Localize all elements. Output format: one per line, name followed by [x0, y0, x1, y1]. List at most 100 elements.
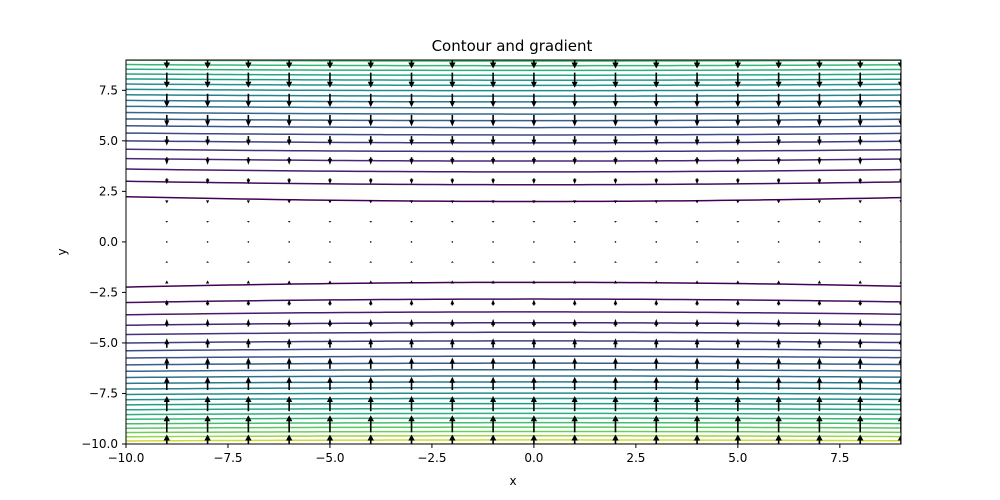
contour-line-upper — [126, 73, 901, 76]
gradient-arrow — [165, 261, 169, 263]
gradient-arrow-head — [613, 318, 618, 325]
gradient-arrow — [408, 376, 415, 391]
gradient-arrow — [490, 338, 496, 348]
x-tick-label: −5.0 — [315, 451, 344, 465]
gradient-arrow-head — [531, 158, 537, 165]
gradient-arrow-head — [490, 357, 496, 364]
x-tick-label: −2.5 — [417, 451, 446, 465]
gradient-arrow — [489, 415, 497, 433]
gradient-arrow — [776, 157, 781, 165]
gradient-arrow-head — [694, 395, 701, 402]
gradient-arrow — [775, 395, 782, 412]
gradient-arrow — [776, 114, 782, 127]
gradient-arrow-head — [165, 200, 169, 204]
gradient-arrow — [367, 434, 374, 444]
gradient-arrow-head — [653, 338, 659, 345]
gradient-arrow — [817, 318, 822, 327]
gradient-arrow-head — [613, 200, 618, 204]
gradient-arrow-head — [532, 179, 536, 185]
gradient-arrow — [857, 93, 864, 108]
gradient-arrow-head — [450, 158, 455, 165]
gradient-arrow-head — [816, 62, 823, 69]
gradient-arrow — [857, 72, 864, 88]
gradient-arrow — [368, 357, 374, 369]
gradient-arrow-head — [205, 158, 210, 165]
gradient-arrow-head — [654, 299, 659, 305]
gradient-arrow-head — [408, 101, 415, 108]
gradient-arrow — [368, 299, 373, 306]
contour-line-lower — [126, 375, 901, 379]
gradient-arrow-head — [450, 221, 454, 223]
gradient-arrow — [205, 200, 210, 204]
gradient-arrow — [531, 338, 537, 348]
gradient-arrow-head — [163, 62, 170, 69]
gradient-arrow — [857, 395, 864, 412]
gradient-arrow-head — [898, 376, 901, 383]
gradient-arrow — [163, 395, 170, 412]
gradient-arrow-head — [898, 318, 901, 325]
gradient-arrow — [490, 157, 496, 165]
gradient-arrow — [571, 434, 578, 444]
gradient-arrow-head — [408, 395, 415, 402]
gradient-arrow — [737, 241, 739, 243]
gradient-arrow — [327, 157, 333, 165]
gradient-arrow — [858, 299, 863, 306]
gradient-arrow — [695, 200, 699, 204]
gradient-arrow — [817, 280, 822, 284]
gradient-arrow-head — [695, 299, 699, 305]
gradient-arrow-head — [532, 299, 536, 305]
gradient-arrow-head — [368, 338, 374, 345]
contour-line-lower — [126, 368, 901, 373]
gradient-arrow-head — [530, 434, 538, 441]
gradient-arrow-head — [369, 261, 373, 263]
gradient-arrow-head — [163, 395, 170, 402]
gradient-arrow — [694, 136, 700, 146]
gradient-arrow — [530, 72, 537, 88]
gradient-arrow — [816, 395, 823, 412]
gradient-arrow — [571, 60, 578, 69]
gradient-arrow — [532, 221, 536, 223]
gradient-arrow — [857, 114, 863, 127]
gradient-arrow — [816, 93, 823, 108]
gradient-arrow-head — [245, 434, 252, 441]
gradient-arrow-head — [572, 179, 577, 185]
contour-line-lower — [126, 386, 901, 390]
gradient-arrow — [816, 72, 823, 88]
gradient-arrow — [164, 357, 170, 369]
gradient-arrow — [571, 395, 578, 412]
gradient-arrow-head — [653, 434, 660, 441]
gradient-arrow — [572, 357, 578, 369]
gradient-arrow-head — [246, 261, 250, 263]
y-tick-label: −7.5 — [89, 386, 118, 400]
gradient-arrow-head — [204, 62, 211, 69]
gradient-arrow — [367, 72, 374, 88]
gradient-arrow — [206, 261, 210, 263]
contour-line-upper — [126, 118, 901, 122]
gradient-arrow-head — [326, 81, 333, 88]
gradient-arrow — [245, 376, 252, 391]
gradient-arrow — [654, 200, 658, 204]
gradient-arrow — [368, 338, 374, 348]
gradient-arrow — [898, 93, 901, 108]
gradient-arrow — [613, 338, 618, 348]
gradient-arrow — [653, 357, 659, 369]
gradient-arrow — [205, 280, 210, 284]
gradient-arrow-head — [205, 280, 210, 284]
gradient-arrow-head — [572, 158, 577, 165]
contour-line-upper — [126, 125, 901, 129]
gradient-arrow — [163, 72, 170, 88]
gradient-arrow-head — [734, 395, 741, 402]
gradient-arrow — [612, 114, 619, 127]
gradient-arrow — [613, 280, 618, 284]
gradient-arrow — [327, 376, 333, 391]
gradient-arrow — [735, 318, 740, 327]
gradient-arrow — [816, 434, 823, 444]
gradient-arrow-head — [816, 395, 823, 402]
gradient-arrow-head — [816, 81, 823, 88]
y-tick-label: −5.0 — [89, 336, 118, 350]
gradient-arrow-head — [449, 415, 456, 422]
gradient-arrow — [163, 376, 170, 391]
gradient-arrow — [898, 318, 901, 327]
gradient-arrow — [694, 318, 700, 327]
gradient-arrow — [449, 434, 456, 444]
